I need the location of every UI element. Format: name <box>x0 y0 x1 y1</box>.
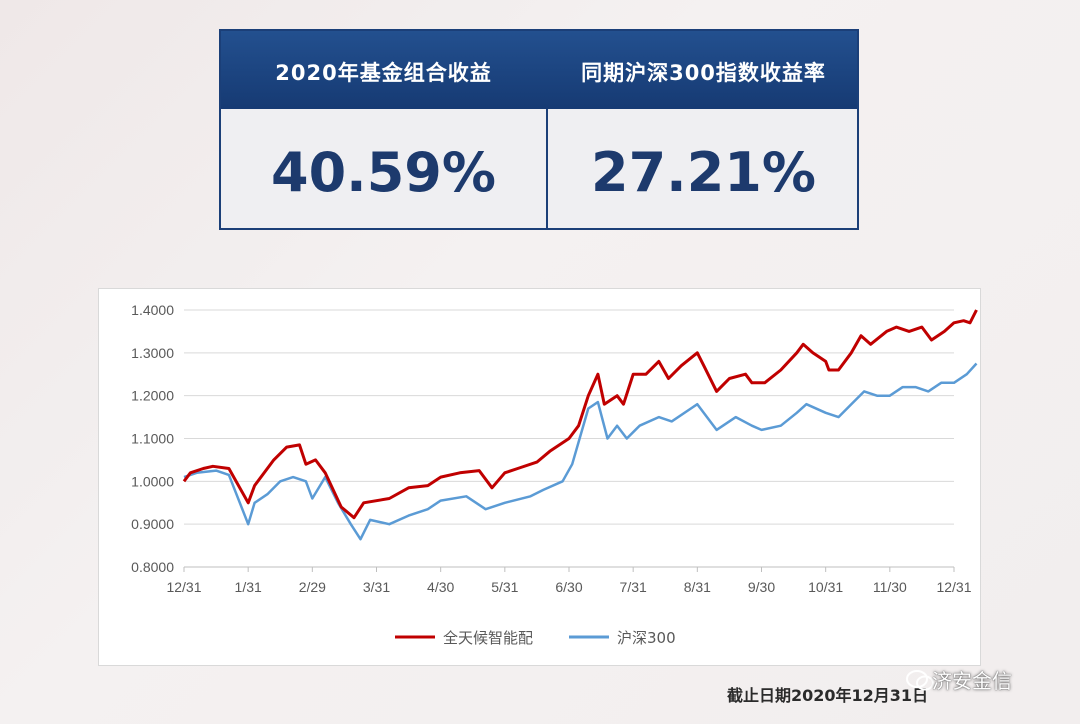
summary-header-row <box>221 31 857 109</box>
wechat-icon <box>906 670 934 691</box>
x-tick-label: 11/30 <box>873 579 907 595</box>
x-axis-ticks: 12/31 1/31 2/29 3/31 4/30 5/31 6/30 7/31 8/31 9/3… <box>166 567 972 595</box>
legend-fund-label: 全天候智能配 <box>443 629 533 647</box>
x-tick-label: 1/31 <box>235 579 262 595</box>
cutoff-date-note: 截止日期2020年12月31日 <box>727 686 929 705</box>
chart-series <box>182 309 978 541</box>
chart-canvas: 0.8000 0.9000 1.0000 1.1000 1.2000 1.3000 1.40… <box>131 302 978 647</box>
y-tick-label: 1.0000 <box>131 473 174 489</box>
x-tick-label: 12/31 <box>936 579 971 595</box>
y-tick-label: 0.9000 <box>131 516 174 532</box>
x-tick-label: 7/31 <box>620 579 647 595</box>
x-tick-label: 12/31 <box>166 579 201 595</box>
x-tick-label: 2/29 <box>299 579 326 595</box>
csi300-return-value: 27.21% <box>591 141 816 204</box>
y-tick-label: 0.8000 <box>131 559 174 575</box>
csi300-return-header: 同期沪深300指数收益率 <box>581 61 826 85</box>
chart-legend: 全天候智能配 沪深300 <box>395 629 676 647</box>
performance-line-chart: 0.8000 0.9000 1.0000 1.1000 1.2000 1.3000 1.40… <box>98 288 981 666</box>
x-tick-label: 8/31 <box>684 579 711 595</box>
source-watermark: 济安金信 <box>898 665 1012 694</box>
x-tick-label: 5/31 <box>491 579 518 595</box>
x-tick-label: 3/31 <box>363 579 390 595</box>
watermark-text: 济安金信 <box>932 669 1012 693</box>
x-tick-label: 10/31 <box>808 579 843 595</box>
portfolio-return-header: 2020年基金组合收益 <box>275 61 492 85</box>
returns-summary-table: 2020年基金组合收益 同期沪深300指数收益率 40.59% 27.21% <box>219 29 859 230</box>
y-axis-ticks: 0.8000 0.9000 1.0000 1.1000 1.2000 1.3000 1.40… <box>131 302 174 575</box>
legend-csi300-label: 沪深300 <box>617 629 676 647</box>
column-divider <box>546 109 548 230</box>
portfolio-return-value: 40.59% <box>271 141 496 204</box>
x-tick-label: 6/30 <box>555 579 582 595</box>
y-tick-label: 1.4000 <box>131 302 174 318</box>
x-tick-label: 9/30 <box>748 579 775 595</box>
y-tick-label: 1.2000 <box>131 388 174 404</box>
y-tick-label: 1.1000 <box>131 431 174 447</box>
fund-series-line <box>182 309 978 520</box>
csi300-series-line <box>183 362 978 541</box>
x-tick-label: 4/30 <box>427 579 454 595</box>
y-tick-label: 1.3000 <box>131 345 174 361</box>
